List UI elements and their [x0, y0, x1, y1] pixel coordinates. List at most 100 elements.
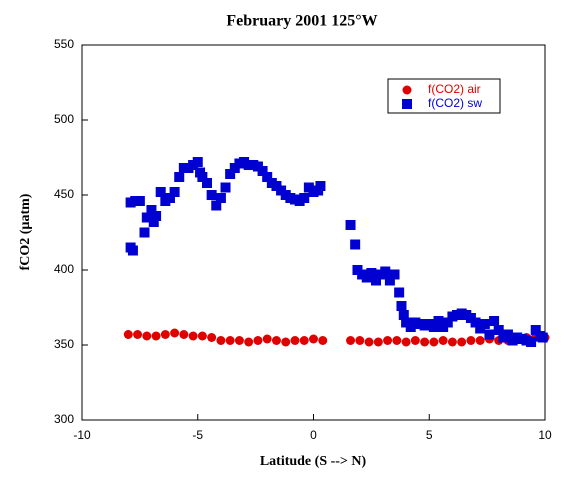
x-tick-label: 5 [426, 428, 433, 442]
point [299, 193, 310, 203]
point [315, 181, 326, 191]
point [364, 337, 374, 347]
point [160, 330, 170, 339]
point [262, 172, 273, 182]
point [151, 331, 161, 341]
point [146, 205, 157, 215]
point [394, 287, 405, 298]
point [262, 334, 272, 344]
point [133, 330, 143, 339]
y-tick-label: 300 [54, 412, 74, 426]
legend-label: f(CO2) sw [428, 96, 482, 110]
x-tick-label: 0 [310, 428, 317, 442]
point [148, 217, 159, 227]
y-tick-label: 400 [54, 262, 74, 276]
point [475, 336, 485, 345]
point [410, 336, 420, 345]
point [537, 332, 548, 343]
point [220, 182, 231, 193]
point [281, 337, 291, 347]
point [355, 336, 365, 345]
point [318, 336, 328, 345]
point [493, 325, 504, 335]
point [442, 317, 453, 328]
point [526, 337, 537, 347]
point [155, 187, 166, 197]
y-axis-label: fCO2 (µatm) [18, 193, 33, 270]
point [396, 301, 407, 311]
point [170, 328, 180, 338]
point [197, 331, 207, 341]
point [134, 196, 145, 206]
point [457, 337, 467, 347]
point [207, 333, 217, 342]
point [141, 212, 152, 223]
point [428, 322, 439, 332]
y-tick-label: 450 [54, 187, 74, 201]
point [290, 336, 300, 345]
point [142, 331, 152, 341]
point [392, 336, 402, 345]
point [179, 330, 189, 339]
point [164, 193, 175, 203]
point [215, 193, 226, 203]
point [225, 336, 235, 345]
point [299, 336, 309, 345]
point [192, 157, 203, 167]
x-axis-label: Latitude (S --> N) [260, 454, 367, 469]
point [479, 319, 490, 329]
point [169, 187, 180, 197]
y-tick-label: 550 [54, 37, 74, 51]
x-tick-label: -10 [73, 428, 91, 442]
legend-label: f(CO2) air [428, 82, 481, 96]
point [345, 220, 356, 230]
point [202, 178, 213, 188]
point [401, 337, 411, 347]
point [438, 336, 448, 345]
point [127, 245, 138, 256]
point [383, 336, 393, 345]
point [271, 336, 281, 345]
y-tick-label: 500 [54, 112, 74, 126]
legend-marker [402, 85, 412, 95]
legend-marker [402, 99, 412, 109]
point [174, 172, 185, 182]
point [216, 336, 226, 345]
point [389, 269, 400, 280]
point [225, 169, 236, 179]
x-tick-label: -5 [192, 428, 203, 442]
y-tick-label: 350 [54, 337, 74, 351]
point [139, 227, 150, 238]
point [384, 275, 395, 286]
point [447, 337, 457, 347]
point [373, 337, 383, 347]
point [398, 310, 409, 320]
point [253, 336, 263, 345]
point [197, 172, 208, 182]
x-tick-label: 10 [538, 428, 552, 442]
point [346, 336, 356, 345]
point [502, 329, 513, 340]
point [244, 337, 254, 347]
point [380, 266, 391, 277]
point [123, 330, 133, 339]
point [433, 316, 444, 326]
point [206, 190, 217, 200]
point [489, 316, 500, 326]
point [484, 329, 495, 340]
point [470, 317, 481, 328]
point [211, 200, 222, 211]
point [466, 336, 476, 345]
point [257, 166, 268, 176]
point [371, 275, 382, 286]
chart-title: February 2001 125°W [226, 13, 377, 30]
point [151, 211, 162, 221]
point [530, 325, 541, 335]
point [366, 268, 377, 278]
point [234, 336, 244, 345]
point [350, 239, 361, 250]
point [188, 331, 198, 341]
point [420, 337, 430, 347]
